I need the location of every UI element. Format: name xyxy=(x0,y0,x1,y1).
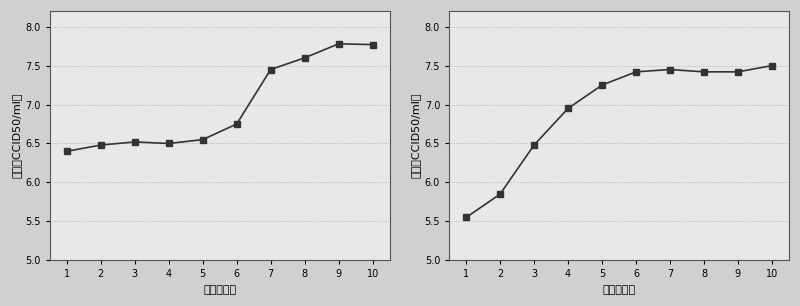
Y-axis label: 滴度（CCID50/ml）: 滴度（CCID50/ml） xyxy=(11,93,21,178)
X-axis label: 代次（代）: 代次（代） xyxy=(203,285,236,295)
Y-axis label: 滴度（CCID50/ml）: 滴度（CCID50/ml） xyxy=(410,93,421,178)
X-axis label: 代次（代）: 代次（代） xyxy=(602,285,635,295)
